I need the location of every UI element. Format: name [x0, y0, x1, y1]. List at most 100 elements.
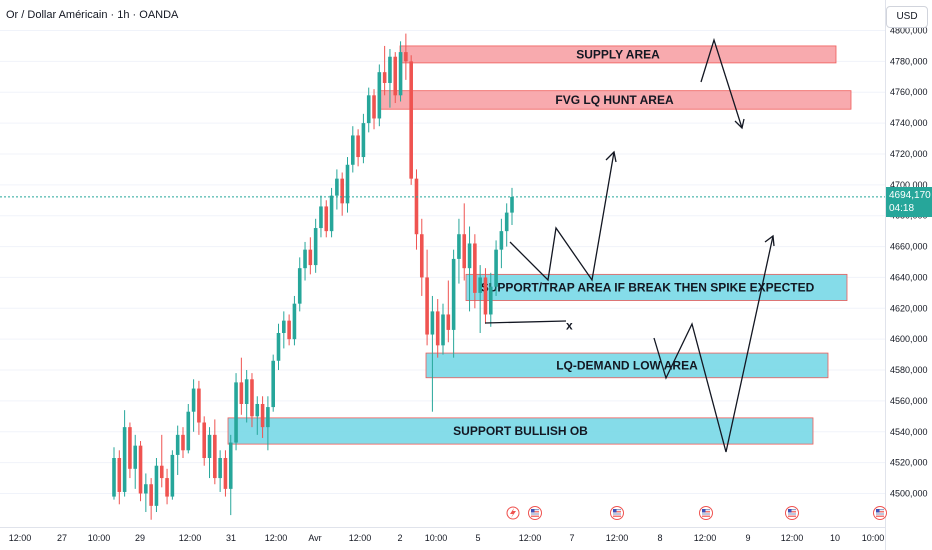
annotation-label: x: [566, 318, 573, 332]
flag-stripe: [788, 509, 796, 511]
zone-box: [465, 273, 848, 301]
projection-path-2: [509, 151, 615, 282]
candle: [404, 33, 408, 80]
flag-stripe: [788, 511, 796, 513]
flag-canton: [702, 509, 706, 513]
candle: [398, 41, 403, 102]
y-tick-label: 4740,000: [890, 118, 928, 128]
x-tick-label: 10:00: [425, 533, 448, 543]
candle-body: [223, 458, 228, 489]
y-tick-label: 4720,000: [890, 149, 928, 159]
candle-body: [186, 411, 191, 451]
candle: [329, 187, 334, 238]
candle: [340, 172, 344, 216]
candle-body: [234, 382, 238, 443]
current-price-value: 4694,170: [889, 190, 931, 201]
zone-label: FVG LQ HUNT AREA: [555, 93, 674, 107]
candle-body: [345, 164, 350, 204]
candles-layer: [112, 33, 514, 520]
candle-body: [287, 320, 291, 340]
candle: [128, 422, 132, 479]
candle: [154, 458, 159, 513]
flag-icon[interactable]: [699, 506, 713, 520]
candle: [197, 380, 201, 435]
event-icons: [506, 506, 887, 520]
candle-body: [473, 243, 477, 293]
x-tick-label: 12:00: [349, 533, 372, 543]
projection-paths: [484, 37, 774, 453]
y-tick-label: 4640,000: [890, 272, 928, 282]
flag-icon[interactable]: [528, 506, 542, 520]
flag-icon[interactable]: [610, 506, 624, 520]
candle: [435, 299, 440, 358]
flag-stripe: [702, 513, 710, 515]
candle: [419, 218, 424, 296]
projection-path-1: [700, 37, 743, 129]
candle: [414, 169, 419, 250]
candle: [372, 89, 376, 130]
flag-canton: [788, 509, 792, 513]
flag-stripe: [876, 511, 884, 513]
zone-label: LQ-DEMAND LOW AREA: [556, 358, 698, 372]
x-axis: 12:00 27 10:00 29 12:00 31 12:00 Avr 12:00 2 10:00…: [0, 527, 885, 543]
x-tick-label: 31: [226, 533, 236, 543]
candle: [313, 218, 318, 273]
candle: [266, 396, 270, 451]
flag-icon[interactable]: [785, 506, 799, 520]
y-tick-label: 4580,000: [890, 365, 928, 375]
flag-stripe: [613, 513, 621, 515]
candle-body: [159, 465, 164, 479]
candle-body: [499, 231, 504, 250]
y-tick-label: 4800,000: [890, 26, 928, 36]
arrowheads: [605, 118, 775, 247]
candle-body: [462, 234, 467, 269]
candle: [499, 218, 504, 269]
candle-body: [175, 434, 180, 455]
candle-body: [250, 379, 254, 417]
candle: [504, 203, 509, 247]
lightning-icon[interactable]: [506, 506, 520, 520]
flag-stripe: [531, 511, 539, 513]
candle: [292, 295, 297, 346]
candle-body: [377, 72, 382, 119]
currency-button[interactable]: USD: [886, 6, 928, 28]
candle-body: [361, 123, 366, 158]
candle: [170, 450, 175, 500]
x-tick-label: 7: [569, 533, 574, 543]
arrowhead-3: [764, 234, 775, 247]
arrowhead-1: [734, 118, 745, 130]
zones-layer: SUPPLY AREA FVG LQ HUNT AREA SUPPORT/TRAP …: [227, 45, 852, 445]
candle: [260, 396, 265, 438]
x-tick-label: 5: [475, 533, 480, 543]
candle: [319, 195, 323, 238]
candle-body: [451, 258, 456, 330]
candle-body: [398, 52, 403, 96]
y-tick-label: 4520,000: [890, 458, 928, 468]
candle-body: [207, 434, 212, 459]
candle-body: [149, 484, 153, 506]
flag-stripe: [531, 509, 539, 511]
current-price-tag: 4694,170 04:18: [886, 187, 932, 217]
x-tick-label: 27: [57, 533, 67, 543]
candle-body: [122, 427, 127, 492]
candle: [175, 425, 180, 475]
candle-body: [319, 206, 323, 229]
y-tick-label: 4540,000: [890, 427, 928, 437]
candle-body: [430, 311, 435, 335]
candle-body: [276, 332, 281, 361]
candle-body: [335, 178, 339, 196]
candle-body: [382, 72, 387, 83]
candle-body: [425, 277, 429, 335]
candle: [388, 49, 392, 108]
candle: [149, 478, 153, 520]
candle: [483, 268, 488, 324]
candle: [112, 447, 116, 500]
candle: [276, 323, 281, 371]
flag-icon[interactable]: [873, 506, 887, 520]
candle-body: [504, 212, 509, 232]
candle: [451, 249, 456, 358]
candle-body: [366, 95, 371, 124]
candle-body: [435, 311, 440, 346]
